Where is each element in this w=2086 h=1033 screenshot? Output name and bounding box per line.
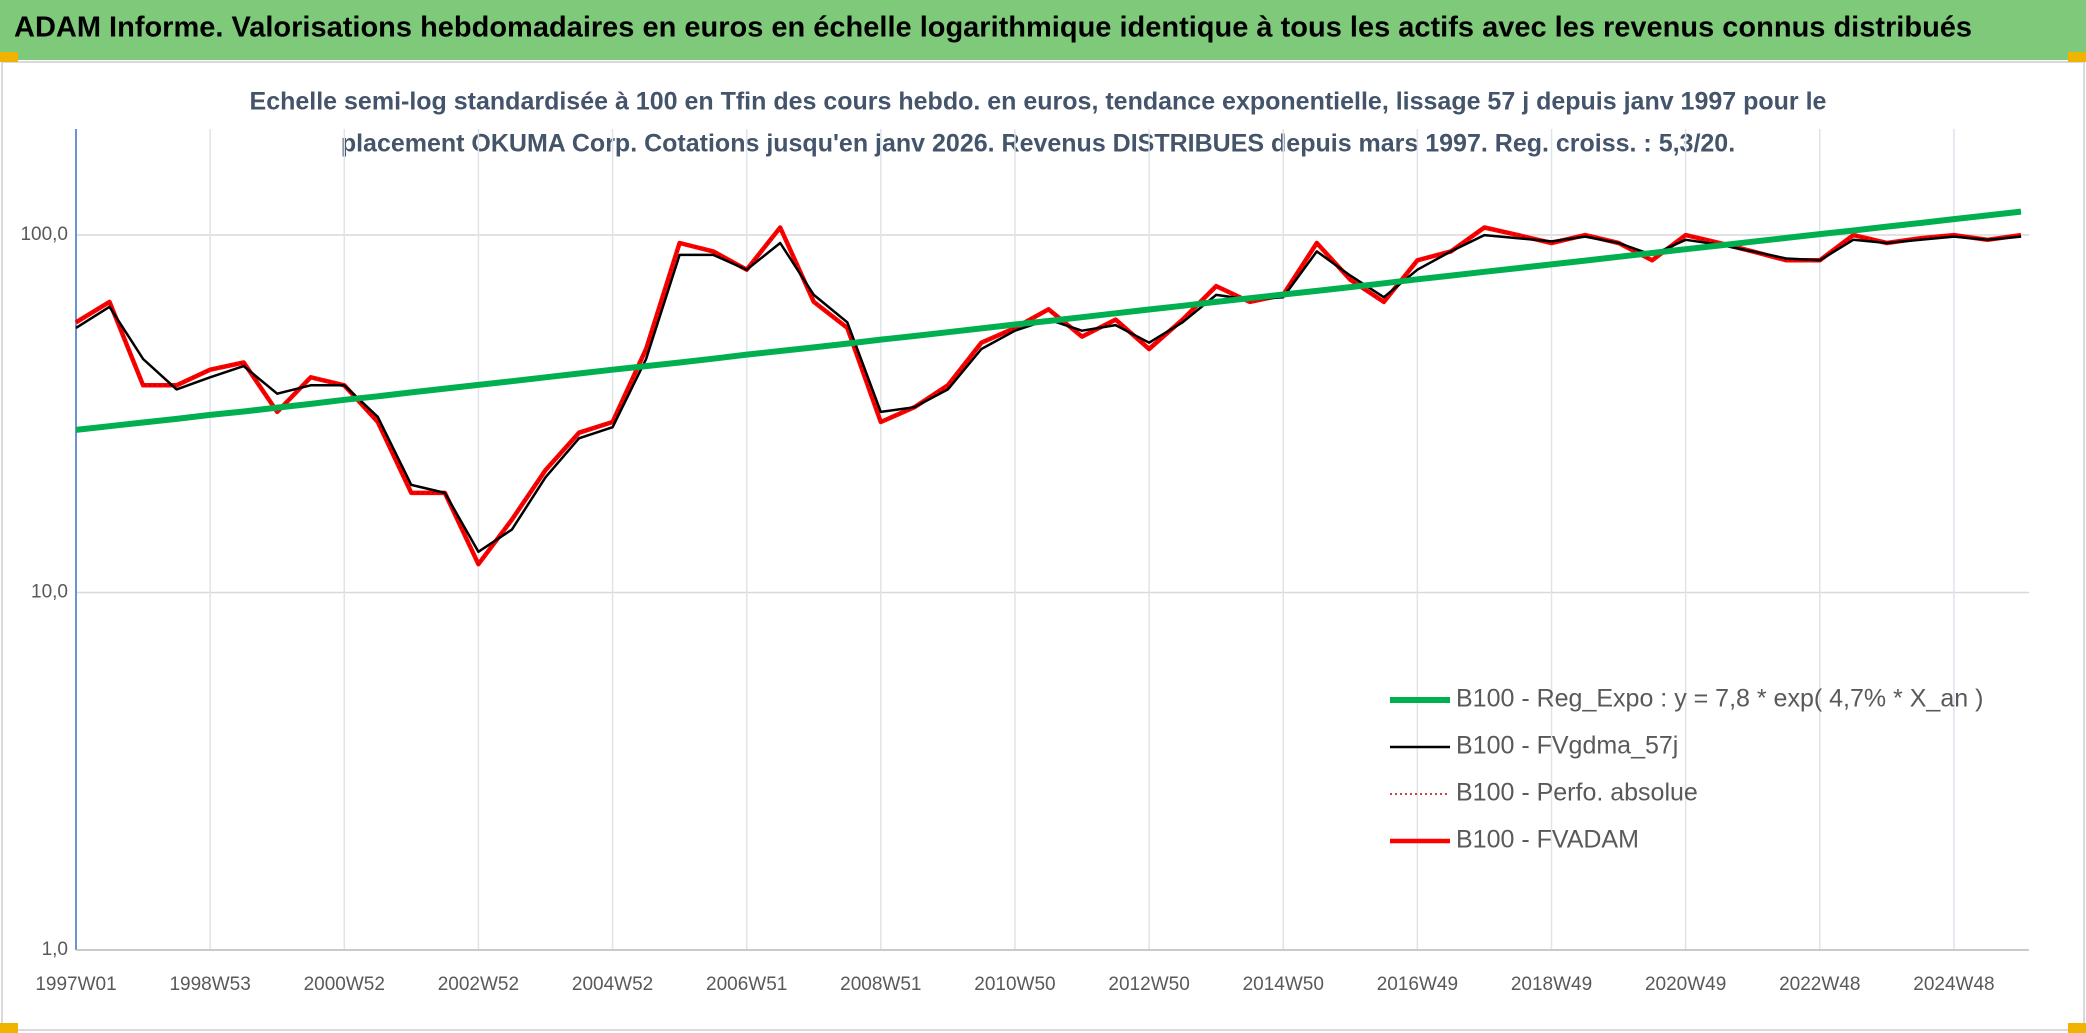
chart-subtitle: placement OKUMA Corp. Cotations jusqu'en…: [341, 130, 1735, 158]
x-tick-label: 2002W52: [438, 974, 519, 995]
series-line: [75, 226, 2022, 565]
legend-label: B100 - FVgdma_57j: [1456, 732, 1678, 760]
x-tick-label: 2008W51: [840, 974, 921, 995]
series-line: [75, 208, 2022, 433]
legend-label: B100 - Perfo. absolue: [1456, 779, 1698, 807]
x-tick-label: 2004W52: [572, 974, 653, 995]
corner: [2068, 52, 2086, 62]
y-tick-label: 100,0: [20, 224, 68, 245]
legend-label: B100 - Reg_Expo : y = 7,8 * exp( 4,7% * …: [1456, 685, 1983, 713]
x-tick-label: 2010W50: [974, 974, 1055, 995]
y-tick-label: 10,0: [31, 582, 68, 603]
x-tick-label: 2020W49: [1645, 974, 1726, 995]
x-tick-label: 2006W51: [706, 974, 787, 995]
x-tick-label: 2022W48: [1779, 974, 1860, 995]
x-tick-label: 2024W48: [1913, 974, 1994, 995]
x-tick-label: 2014W50: [1243, 974, 1324, 995]
x-tick-label: 1997W01: [35, 974, 116, 995]
corner: [0, 1023, 18, 1033]
chart-subtitle: Echelle semi-log standardisée à 100 en T…: [250, 88, 1827, 116]
corner: [2068, 1023, 2086, 1033]
y-tick-label: 1,0: [42, 939, 68, 960]
title-bar: [0, 0, 2086, 60]
x-tick-label: 2016W49: [1377, 974, 1458, 995]
x-tick-label: 2018W49: [1511, 974, 1592, 995]
x-tick-label: 2012W50: [1108, 974, 1189, 995]
corner: [0, 52, 18, 62]
legend-label: B100 - FVADAM: [1456, 826, 1639, 854]
x-tick-label: 1998W53: [169, 974, 250, 995]
x-tick-label: 2000W52: [304, 974, 385, 995]
frame: [1, 61, 2085, 1031]
chart-title: ADAM Informe. Valorisations hebdomadaire…: [14, 12, 1972, 44]
